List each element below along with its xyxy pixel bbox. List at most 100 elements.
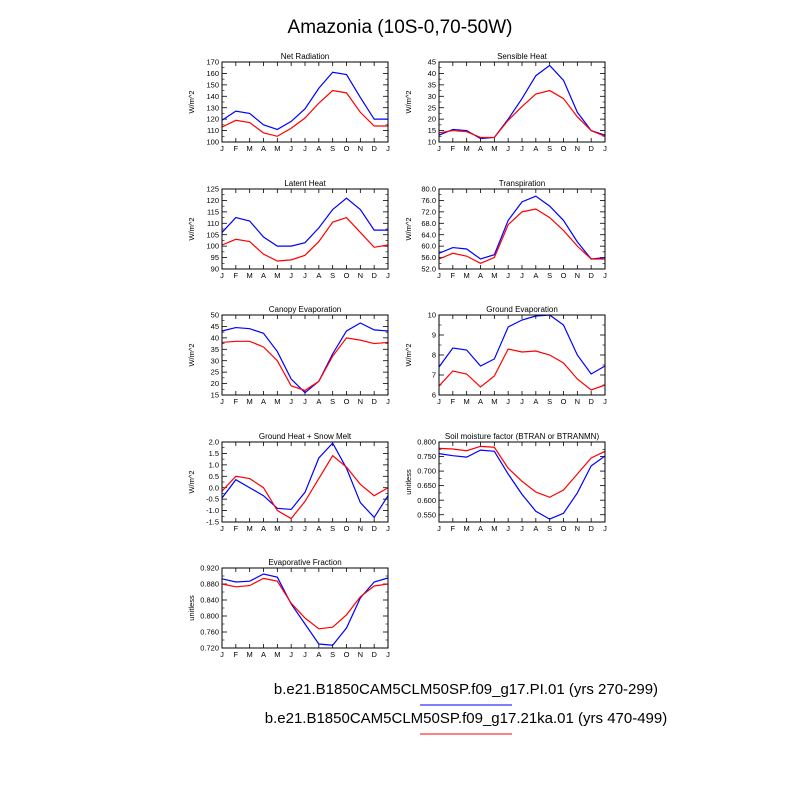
- x-tick-label: M: [247, 650, 253, 659]
- x-tick-label: M: [491, 397, 497, 406]
- x-tick-label: F: [451, 144, 456, 153]
- x-tick-label: J: [220, 650, 224, 659]
- chart-title: Evaporative Fraction: [268, 558, 341, 567]
- x-tick-label: J: [520, 524, 524, 533]
- x-tick-label: J: [289, 397, 293, 406]
- x-tick-label: A: [261, 397, 266, 406]
- y-tick-label: 90: [211, 265, 219, 274]
- y-tick-label: 95: [211, 253, 219, 262]
- x-tick-label: A: [316, 144, 321, 153]
- y-tick-label: 120: [206, 196, 219, 205]
- x-tick-label: D: [588, 144, 594, 153]
- y-tick-label: 0.800: [417, 438, 436, 447]
- x-tick-label: M: [247, 271, 253, 280]
- chart-panel-3: Transpiration 52.0 56.0 60.0 64.0 68.0 72.0 76.…: [404, 179, 607, 280]
- x-tick-label: M: [274, 271, 280, 280]
- y-tick-label: 0.750: [417, 452, 436, 461]
- x-tick-label: D: [371, 397, 377, 406]
- chart-title: Transpiration: [499, 179, 545, 188]
- y-tick-label: 25: [211, 368, 219, 377]
- y-tick-label: 0.920: [200, 564, 219, 573]
- x-tick-label: A: [316, 397, 321, 406]
- x-tick-label: J: [603, 144, 607, 153]
- y-tick-label: 45: [211, 322, 219, 331]
- x-tick-label: J: [289, 144, 293, 153]
- x-tick-label: A: [316, 650, 321, 659]
- y-tick-label: 8: [432, 351, 436, 360]
- y-axis-label: unitless: [404, 469, 413, 495]
- series-line-0: [221, 573, 389, 646]
- y-tick-label: 60.0: [421, 242, 436, 251]
- x-tick-label: J: [437, 271, 441, 280]
- y-tick-label: 0.650: [417, 481, 436, 490]
- x-tick-label: N: [358, 144, 363, 153]
- x-tick-label: J: [289, 271, 293, 280]
- x-tick-label: J: [303, 650, 307, 659]
- y-tick-label: 0.880: [200, 580, 219, 589]
- x-tick-label: A: [478, 524, 483, 533]
- y-tick-label: 40: [428, 69, 436, 78]
- x-tick-label: F: [451, 524, 456, 533]
- x-tick-label: M: [247, 144, 253, 153]
- series-line-1: [438, 208, 605, 264]
- y-tick-label: 0.600: [417, 496, 436, 505]
- chart-title: Canopy Evaporation: [269, 305, 342, 314]
- x-tick-label: S: [547, 524, 552, 533]
- x-tick-label: J: [386, 524, 390, 533]
- x-tick-label: O: [561, 397, 567, 406]
- chart-title: Sensible Heat: [497, 52, 548, 61]
- x-tick-label: A: [478, 271, 483, 280]
- x-tick-label: F: [234, 271, 239, 280]
- y-tick-label: 0.550: [417, 510, 436, 519]
- y-tick-label: -0.5: [206, 495, 219, 504]
- y-tick-label: 150: [206, 80, 219, 89]
- x-tick-label: N: [358, 271, 363, 280]
- x-tick-label: A: [261, 524, 266, 533]
- x-tick-label: O: [344, 271, 350, 280]
- x-tick-label: A: [533, 397, 538, 406]
- x-tick-label: J: [603, 397, 607, 406]
- y-tick-label: 64.0: [421, 230, 436, 239]
- x-tick-label: M: [464, 144, 470, 153]
- y-tick-label: 7: [432, 371, 436, 380]
- chart-title: Latent Heat: [284, 179, 326, 188]
- x-tick-label: M: [464, 271, 470, 280]
- y-tick-label: 0.700: [417, 467, 436, 476]
- y-tick-label: 0.5: [209, 472, 219, 481]
- chart-panel-7: Soil moisture factor (BTRAN or BTRANMN) 0…: [404, 432, 607, 533]
- y-axis-label: W/m^2: [404, 217, 413, 240]
- x-tick-label: A: [533, 271, 538, 280]
- y-tick-label: 140: [206, 92, 219, 101]
- y-tick-label: 9: [432, 331, 436, 340]
- x-tick-label: D: [588, 271, 594, 280]
- y-tick-label: 0.720: [200, 644, 219, 653]
- series-line-1: [221, 577, 389, 630]
- x-tick-label: M: [274, 144, 280, 153]
- series-line-1: [221, 216, 389, 262]
- x-tick-label: O: [561, 144, 567, 153]
- y-tick-label: 20: [211, 379, 219, 388]
- x-tick-label: J: [303, 144, 307, 153]
- series-line-0: [438, 314, 606, 375]
- x-tick-label: J: [386, 271, 390, 280]
- x-tick-label: M: [247, 397, 253, 406]
- series-line-1: [221, 454, 389, 520]
- x-tick-label: N: [358, 397, 363, 406]
- x-tick-label: D: [371, 650, 377, 659]
- x-tick-label: S: [547, 397, 552, 406]
- x-tick-label: J: [506, 144, 510, 153]
- y-tick-label: 1.0: [209, 460, 219, 469]
- x-tick-label: J: [506, 397, 510, 406]
- y-tick-label: 72.0: [421, 207, 436, 216]
- x-tick-label: A: [261, 650, 266, 659]
- chart-panel-6: Ground Heat + Snow Melt -1.5 -1.0 -0.5 0.0 0.…: [187, 432, 390, 533]
- series-line-1: [438, 89, 606, 139]
- y-tick-label: 10: [428, 311, 436, 320]
- y-tick-label: 0.800: [200, 612, 219, 621]
- x-tick-label: J: [220, 144, 224, 153]
